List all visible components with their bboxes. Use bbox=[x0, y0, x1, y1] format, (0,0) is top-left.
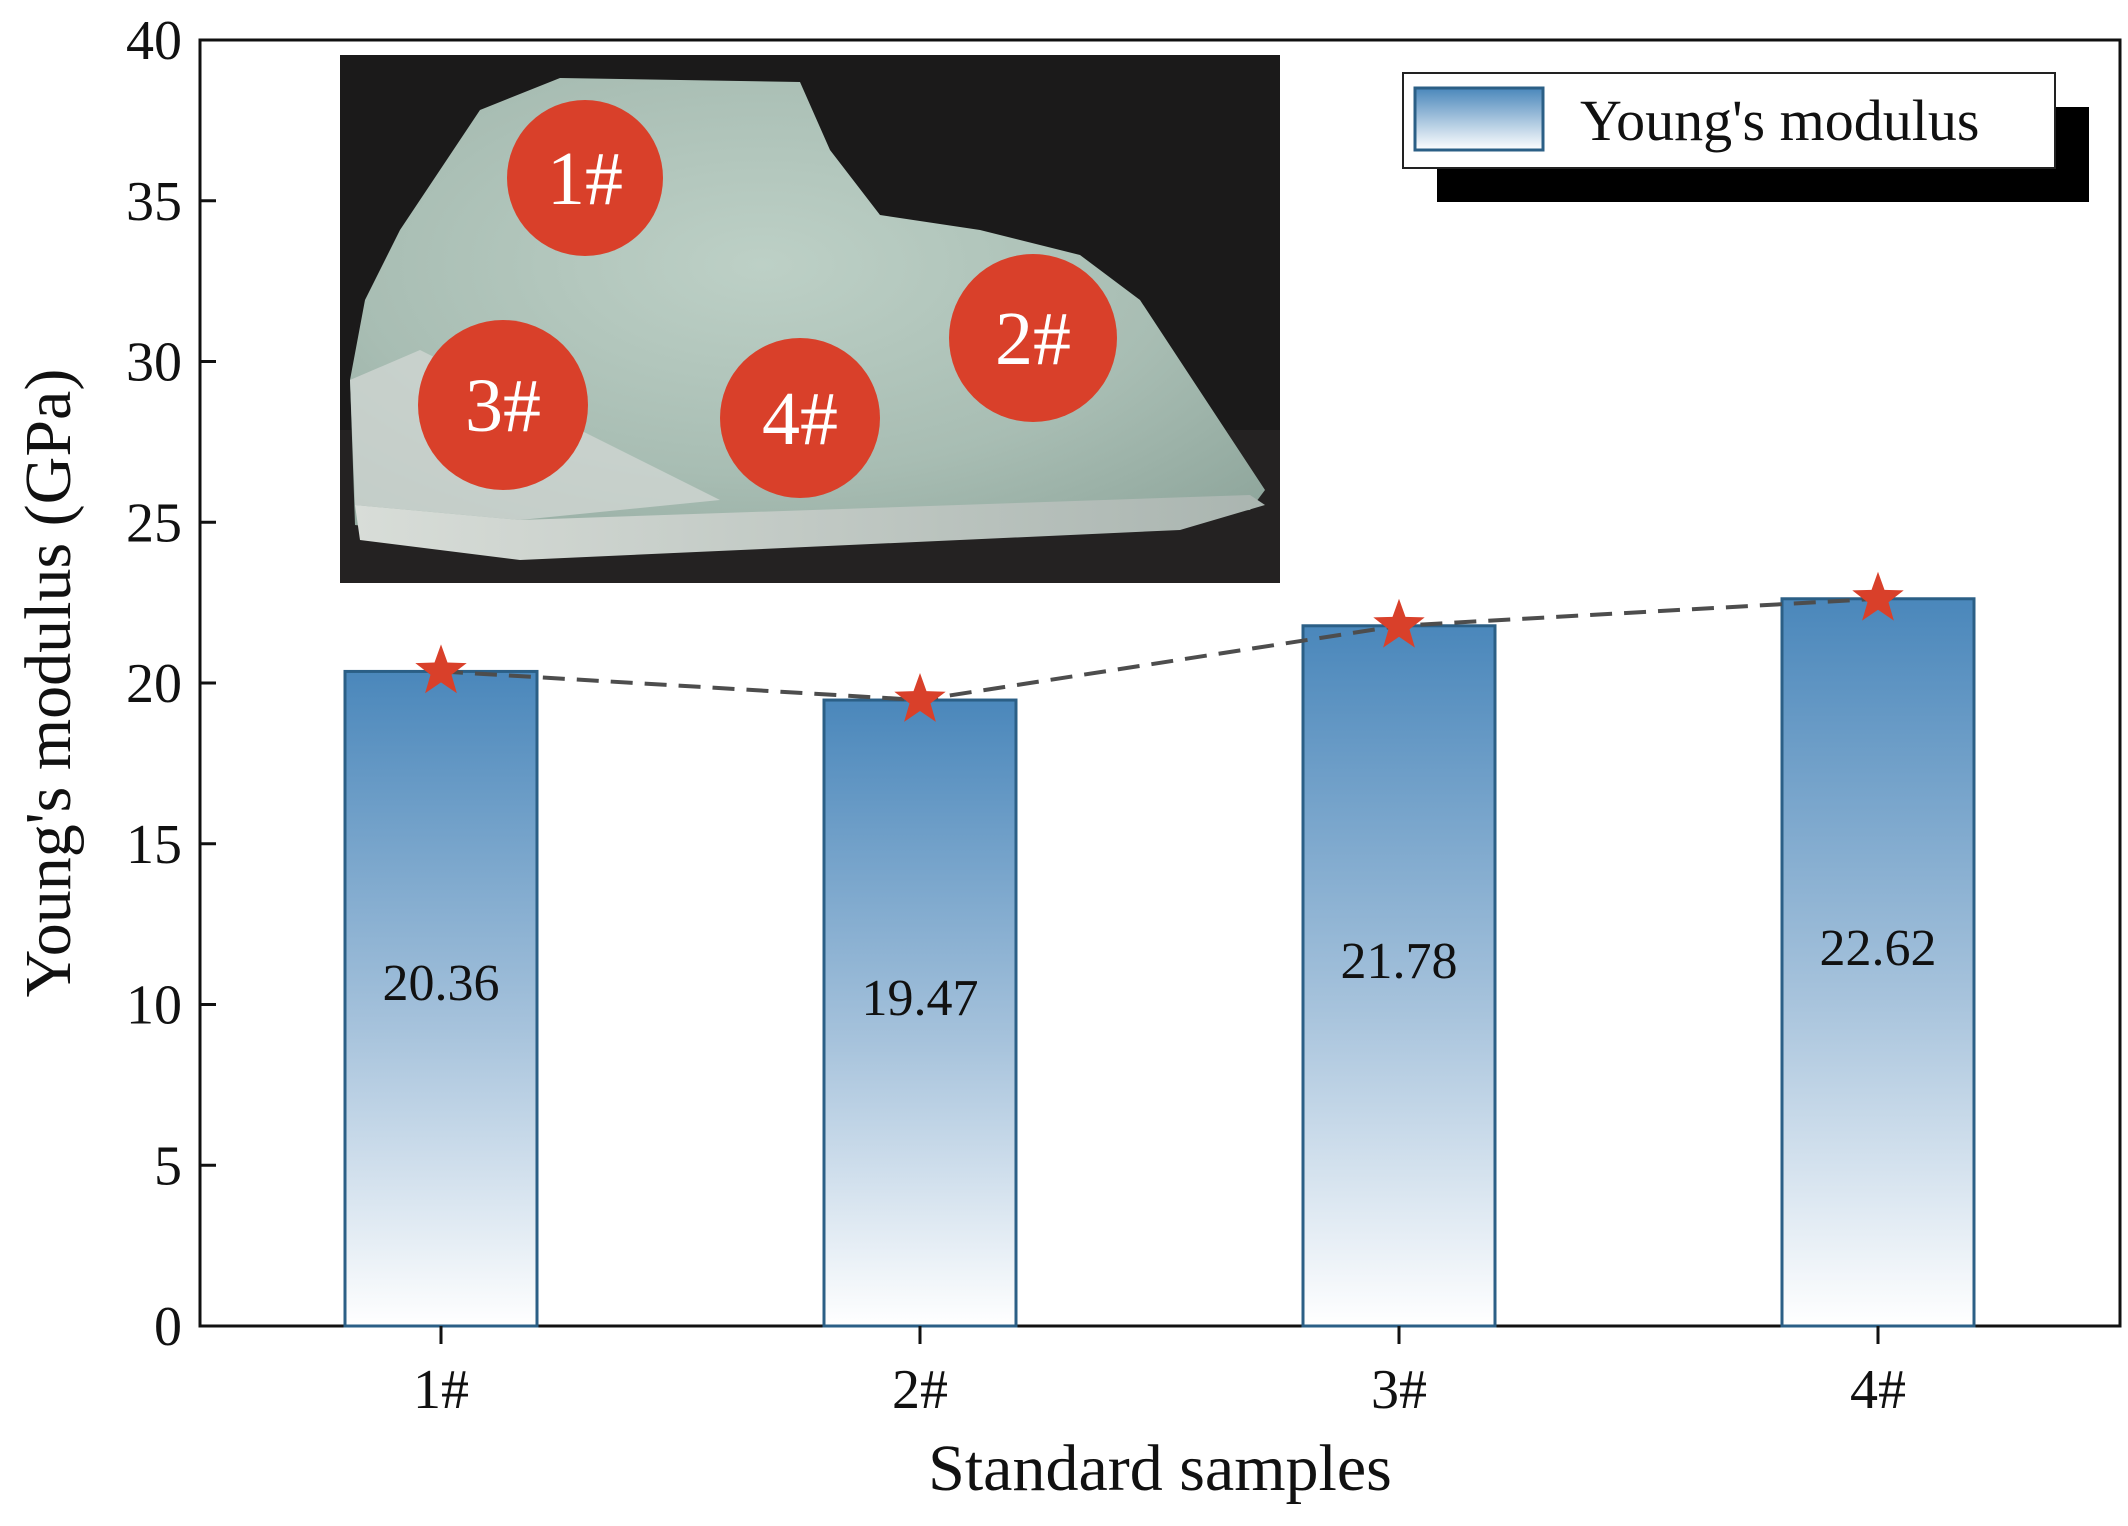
y-tick-label-6: 30 bbox=[126, 332, 182, 394]
y-axis-title: Young's modulus (GPa) bbox=[12, 369, 85, 998]
x-tick-label-4: 4# bbox=[1850, 1359, 1906, 1421]
x-tick-label-2: 2# bbox=[892, 1359, 948, 1421]
y-tick-label-4: 20 bbox=[126, 653, 182, 715]
trend-marker-2 bbox=[894, 673, 946, 722]
trend-marker-4 bbox=[1852, 571, 1904, 621]
trend-marker-1 bbox=[415, 644, 467, 694]
photo-marker-1: 1# bbox=[507, 100, 663, 256]
y-tick-label-1: 5 bbox=[154, 1135, 182, 1197]
y-tick-label-8: 40 bbox=[126, 10, 182, 72]
data-labels-layer: 20.36 19.47 21.78 22.62 bbox=[383, 920, 1937, 1027]
trend-line-layer bbox=[415, 571, 1904, 722]
inset-photo: 1# 2# 3# 4# bbox=[340, 55, 1280, 583]
bar-4 bbox=[1780, 597, 1976, 1328]
trend-line bbox=[440, 596, 1879, 703]
legend: Young's modulus bbox=[1402, 72, 2089, 202]
y-tick-label-7: 35 bbox=[126, 171, 182, 233]
legend-swatch bbox=[1413, 86, 1545, 152]
photo-marker-2: 2# bbox=[949, 254, 1117, 422]
bars-layer bbox=[343, 597, 1976, 1328]
data-label-2: 19.47 bbox=[862, 970, 979, 1027]
x-tick-label-1: 1# bbox=[413, 1359, 469, 1421]
data-label-1: 20.36 bbox=[383, 955, 500, 1012]
photo-marker-3-label: 3# bbox=[465, 364, 541, 448]
y-tick-label-0: 0 bbox=[154, 1296, 182, 1358]
data-label-3: 21.78 bbox=[1341, 933, 1458, 990]
x-axis: 1# 2# 3# 4# bbox=[413, 1326, 1906, 1421]
y-tick-label-3: 15 bbox=[126, 814, 182, 876]
x-tick-label-3: 3# bbox=[1371, 1359, 1427, 1421]
photo-marker-2-label: 2# bbox=[995, 297, 1071, 381]
trend-marker-3 bbox=[1373, 598, 1425, 648]
y-tick-label-5: 25 bbox=[126, 492, 182, 554]
photo-marker-1-label: 1# bbox=[547, 137, 623, 221]
rock-cut-face bbox=[355, 495, 1265, 560]
photo-marker-3: 3# bbox=[418, 320, 588, 490]
photo-marker-4: 4# bbox=[720, 338, 880, 498]
y-axis: 0 5 10 15 20 25 30 35 40 bbox=[126, 10, 216, 1358]
x-axis-title: Standard samples bbox=[928, 1432, 1392, 1505]
data-label-4: 22.62 bbox=[1820, 920, 1937, 977]
y-tick-label-2: 10 bbox=[126, 975, 182, 1037]
legend-label: Young's modulus bbox=[1580, 88, 1979, 153]
photo-marker-4-label: 4# bbox=[762, 377, 838, 461]
